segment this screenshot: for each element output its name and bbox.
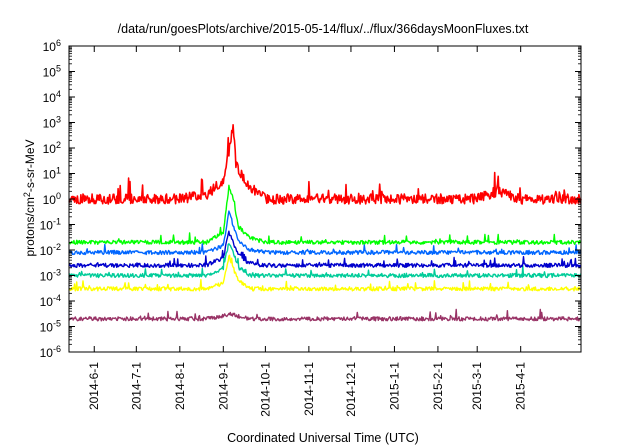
y-tick-label-3: 10-3	[40, 268, 61, 284]
x-tick-label-7: 2015-1-1	[387, 362, 401, 410]
series-layer	[68, 124, 582, 322]
series-line-3	[68, 230, 582, 268]
x-tick-label-0: 2014-6-1	[87, 362, 101, 410]
y-tick-label-7: 101	[43, 166, 61, 182]
x-tick-label-8: 2015-2-1	[431, 362, 445, 410]
x-tick-label-10: 2015-4-1	[514, 362, 528, 410]
y-tick-label-12: 106	[43, 38, 61, 54]
y-axis-label-base: protons/cm	[23, 197, 37, 256]
x-tick-label-9: 2015-3-1	[470, 362, 484, 410]
y-tick-label-4: 10-2	[40, 242, 61, 258]
series-line-0	[68, 308, 582, 322]
axes-layer: 10-6 10-5 10-4 10-3 10-2 10-1 100 101 102 103 104 1…	[40, 38, 582, 417]
y-axis-label-sup: 2	[22, 192, 32, 197]
x-tick-label-2: 2014-8-1	[173, 362, 187, 410]
y-tick-label-2: 10-4	[40, 293, 61, 309]
y-tick-label-8: 102	[43, 140, 61, 156]
y-tick-label-11: 105	[43, 64, 61, 80]
y-axis-label-rest: -s-sr-MeV	[23, 139, 37, 192]
x-tick-label-5: 2014-11-1	[302, 362, 316, 416]
y-tick-label-1: 10-5	[40, 319, 61, 335]
series-line-6	[68, 124, 582, 205]
x-tick-label-3: 2014-9-1	[216, 362, 230, 410]
series-line-5	[68, 184, 582, 246]
y-tick-label-0: 10-6	[40, 344, 61, 360]
y-axis-label: protons/cm2-s-sr-MeV	[22, 139, 37, 256]
y-tick-label-6: 100	[43, 191, 61, 207]
chart-title: /data/run/goesPlots/archive/2015-05-14/f…	[118, 22, 529, 36]
x-tick-label-4: 2014-10-1	[258, 362, 272, 417]
x-tick-label-1: 2014-7-1	[129, 362, 143, 410]
y-tick-label-5: 10-1	[40, 217, 61, 233]
x-axis-label: Coordinated Universal Time (UTC)	[227, 431, 419, 445]
y-tick-label-10: 104	[43, 89, 61, 105]
series-line-4	[68, 210, 582, 256]
x-tick-label-6: 2014-12-1	[344, 362, 358, 417]
svg-text:protons/cm2-s-sr-MeV: protons/cm2-s-sr-MeV	[22, 139, 37, 256]
y-tick-label-9: 103	[43, 115, 61, 131]
series-line-2	[68, 243, 582, 279]
series-line-1	[68, 254, 582, 292]
